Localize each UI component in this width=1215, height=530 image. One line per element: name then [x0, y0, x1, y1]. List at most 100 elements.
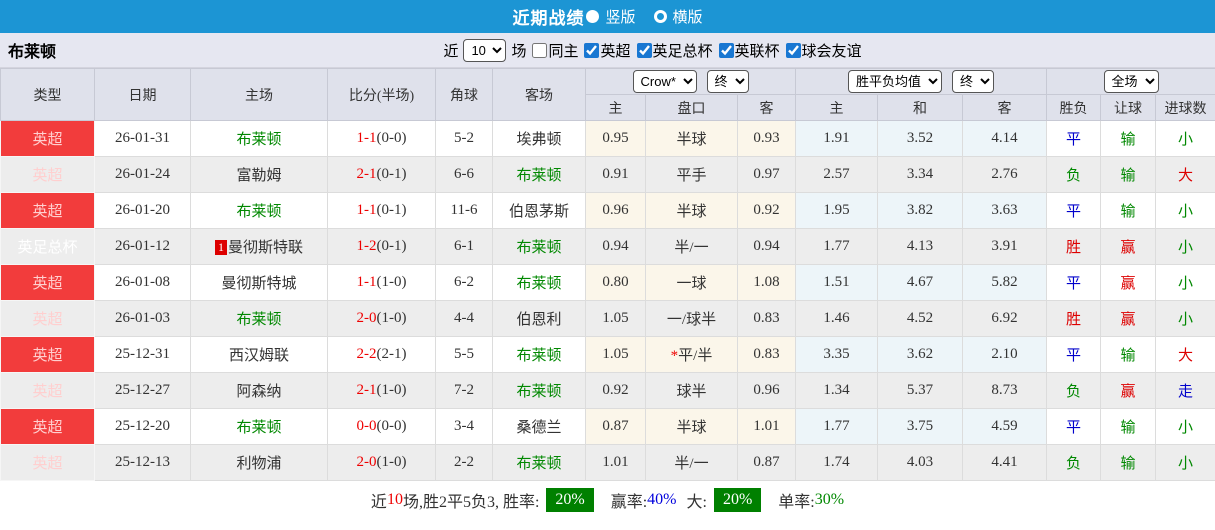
- league-type-cell: 英超: [0, 156, 95, 193]
- score-cell: 2-0(1-0): [327, 300, 436, 337]
- eu-away-odds: 4.41: [962, 444, 1047, 481]
- avg-select[interactable]: 胜平负均值: [848, 70, 942, 93]
- big-rate-badge: 20%: [713, 488, 762, 512]
- sub-header-handicap: 盘口: [645, 94, 738, 121]
- eu-draw-odds: 4.13: [877, 228, 963, 265]
- home-team-cell: 布莱顿: [190, 300, 328, 337]
- big-label: 大:: [686, 494, 707, 511]
- home-team-cell: 阿森纳: [190, 372, 328, 409]
- away-team-name: 布莱顿: [516, 240, 562, 256]
- radio-unselected-icon[interactable]: [653, 10, 667, 23]
- goals-result-cell: 小: [1154, 408, 1215, 445]
- layout-option-horizontal[interactable]: 横版: [644, 6, 703, 27]
- filter-option-friendly[interactable]: 球会友谊: [780, 40, 862, 61]
- home-team-cell: 布莱顿: [190, 192, 328, 229]
- fulltime-score: 2-0: [356, 454, 377, 470]
- fulltime-score: 1-1: [356, 130, 377, 146]
- summary-bar: 近 10 场,胜2平5负3, 胜率: 20% 赢率: 40% 大: 20% 单率…: [0, 481, 1215, 519]
- avg-state-select[interactable]: 终: [952, 70, 994, 93]
- results-body: 英超 26-01-31 布莱顿 1-1(0-0) 5-2 埃弗顿 0.95 半球 0.93 1.9…: [0, 120, 1215, 481]
- home-team-cell: 1 曼彻斯特联: [190, 228, 328, 265]
- eu-away-odds: 4.59: [962, 408, 1047, 445]
- result-cell: 平: [1046, 408, 1101, 445]
- handicap-result-cell: 输: [1100, 192, 1156, 229]
- col-header-type: 类型: [0, 68, 95, 121]
- same-home-option[interactable]: 同主: [526, 40, 578, 61]
- eu-home-odds: 1.77: [795, 408, 878, 445]
- goals-result-cell: 小: [1154, 120, 1215, 157]
- away-team-name: 布莱顿: [516, 276, 562, 292]
- asia-home-odds: 0.80: [585, 264, 646, 301]
- halftime-score: (2-1): [376, 346, 407, 362]
- home-team-cell: 布莱顿: [190, 408, 328, 445]
- win-rate-badge: 20%: [546, 488, 594, 512]
- sub-header-asia-away: 客: [737, 94, 796, 121]
- away-team-cell: 布莱顿: [492, 228, 586, 265]
- radio-selected-icon[interactable]: [586, 10, 600, 23]
- filter-checkbox-epl[interactable]: [584, 42, 600, 58]
- filter-checkbox-friendly[interactable]: [785, 42, 801, 58]
- eu-away-odds: 2.76: [962, 156, 1047, 193]
- fulltime-score: 1-2: [356, 238, 377, 254]
- home-team-name: 布莱顿: [236, 312, 282, 328]
- home-team-cell: 布莱顿: [190, 120, 328, 157]
- filter-checkbox-fa-cup[interactable]: [636, 42, 652, 58]
- asia-handicap-cell: 一/球半: [645, 300, 738, 337]
- eu-home-odds: 3.35: [795, 336, 878, 373]
- handicap-result-cell: 输: [1100, 408, 1156, 445]
- sub-header-eu-away: 客: [962, 94, 1047, 121]
- layout-option-horizontal-label[interactable]: 横版: [672, 9, 703, 26]
- date-cell: 26-01-24: [94, 156, 191, 193]
- layout-option-vertical[interactable]: 竖版: [586, 6, 636, 27]
- halftime-score: (0-1): [376, 166, 407, 182]
- single-rate-value: 30%: [814, 491, 845, 508]
- table-row: 英超 26-01-20 布莱顿 1-1(0-1) 11-6 伯恩茅斯 0.96 半球 0.92 1…: [0, 192, 1215, 229]
- date-cell: 25-12-31: [94, 336, 191, 373]
- eu-draw-odds: 3.52: [877, 120, 963, 157]
- summary-count: 10: [386, 491, 403, 508]
- bookmaker-select[interactable]: Crow*: [632, 70, 697, 93]
- win-odds-value: 40%: [647, 491, 677, 508]
- date-cell: 26-01-20: [94, 192, 191, 229]
- home-team-name: 富勒姆: [236, 168, 282, 184]
- eu-draw-odds: 3.82: [877, 192, 963, 229]
- col-header-corner: 角球: [435, 68, 493, 121]
- result-cell: 负: [1046, 156, 1101, 193]
- filter-option-fa-cup[interactable]: 英足总杯: [631, 40, 713, 61]
- filter-option-league-cup[interactable]: 英联杯: [713, 40, 780, 61]
- bookmaker-state-select[interactable]: 终: [706, 70, 749, 93]
- handicap-result-cell: 输: [1100, 120, 1156, 157]
- score-cell: 1-1(0-0): [327, 120, 436, 157]
- eu-away-odds: 6.92: [962, 300, 1047, 337]
- table-row: 英超 25-12-13 利物浦 2-0(1-0) 2-2 布莱顿 1.01 半/一 0.87 1.…: [0, 444, 1215, 481]
- goals-result-cell: 小: [1154, 192, 1215, 229]
- filter-option-epl[interactable]: 英超: [578, 40, 631, 61]
- sub-header-handicap-result: 让球: [1100, 94, 1156, 121]
- scope-select[interactable]: 全场: [1103, 70, 1159, 93]
- eu-away-odds: 5.82: [962, 264, 1047, 301]
- asia-handicap-cell: 平手: [645, 156, 738, 193]
- page-title: 近期战绩: [512, 9, 585, 28]
- table-row: 英超 26-01-08 曼彻斯特城 1-1(1-0) 6-2 布莱顿 0.80 一球 1.08 1…: [0, 264, 1215, 301]
- result-cell: 平: [1046, 120, 1101, 157]
- fulltime-score: 1-1: [356, 274, 377, 290]
- handicap-result-cell: 赢: [1100, 264, 1156, 301]
- corner-cell: 3-4: [435, 408, 493, 445]
- fulltime-score: 2-1: [356, 166, 377, 182]
- asia-away-odds: 0.97: [737, 156, 796, 193]
- asia-home-odds: 0.91: [585, 156, 646, 193]
- eu-away-odds: 2.10: [962, 336, 1047, 373]
- goals-result-cell: 小: [1154, 228, 1215, 265]
- away-team-name: 布莱顿: [516, 456, 562, 472]
- same-home-checkbox[interactable]: [532, 42, 548, 58]
- result-cell: 平: [1046, 192, 1101, 229]
- handicap-result-cell: 赢: [1100, 228, 1156, 265]
- match-count-select[interactable]: 10: [463, 38, 507, 62]
- away-team-cell: 伯恩利: [492, 300, 586, 337]
- date-cell: 26-01-31: [94, 120, 191, 157]
- filter-checkbox-league-cup[interactable]: [718, 42, 734, 58]
- away-team-cell: 布莱顿: [492, 336, 586, 373]
- result-cell: 胜: [1046, 228, 1101, 265]
- topbar: 近期战绩 竖版 横版: [0, 0, 1215, 33]
- layout-option-vertical-label[interactable]: 竖版: [605, 9, 636, 26]
